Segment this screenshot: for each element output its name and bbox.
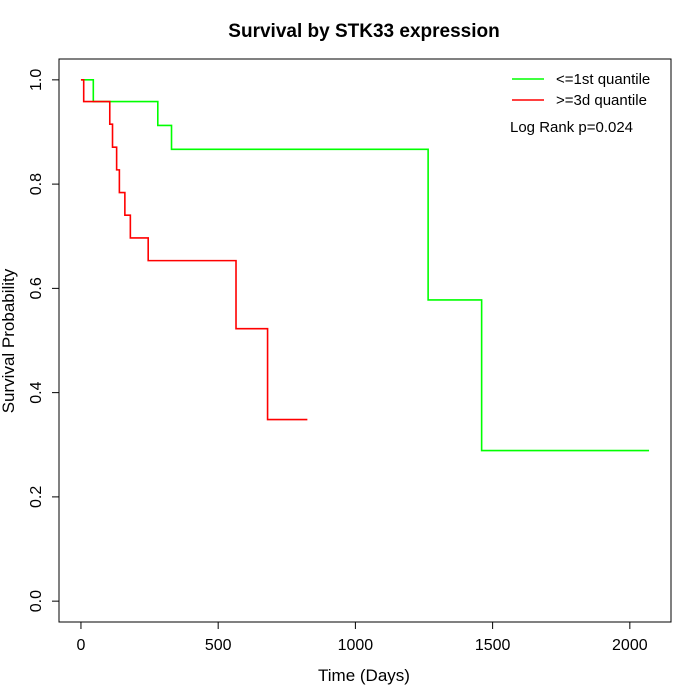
series-layer bbox=[80, 79, 650, 452]
x-tick-label: 2000 bbox=[612, 637, 648, 654]
legend-label-high-quantile: >=3d quantile bbox=[556, 92, 647, 109]
x-tick-label: 500 bbox=[205, 637, 232, 654]
survival-curve-low-quantile bbox=[80, 79, 650, 452]
x-tick-label: 1000 bbox=[338, 637, 374, 654]
chart-title: Survival by STK33 expression bbox=[228, 21, 499, 42]
legend: <=1st quantile >=3d quantile bbox=[512, 71, 650, 109]
legend-label-low-quantile: <=1st quantile bbox=[556, 71, 650, 88]
x-axis: 0 500 1000 1500 2000 bbox=[77, 621, 648, 654]
y-tick-label: 0.4 bbox=[28, 381, 45, 403]
y-tick-label: 0.6 bbox=[28, 277, 45, 299]
y-axis-label: Survival Probability bbox=[0, 268, 18, 413]
x-axis-label: Time (Days) bbox=[318, 666, 410, 685]
y-axis: 0.0 0.2 0.4 0.6 0.8 1.0 bbox=[28, 69, 60, 612]
survival-curve-high-quantile bbox=[80, 79, 308, 421]
x-tick-label: 0 bbox=[77, 637, 86, 654]
y-tick-label: 0.2 bbox=[28, 486, 45, 508]
log-rank-annotation: Log Rank p=0.024 bbox=[510, 119, 633, 136]
plot-frame bbox=[58, 58, 672, 623]
y-tick-label: 0.0 bbox=[28, 590, 45, 612]
y-tick-label: 1.0 bbox=[28, 69, 45, 91]
y-tick-label: 0.8 bbox=[28, 173, 45, 195]
x-tick-label: 1500 bbox=[475, 637, 511, 654]
